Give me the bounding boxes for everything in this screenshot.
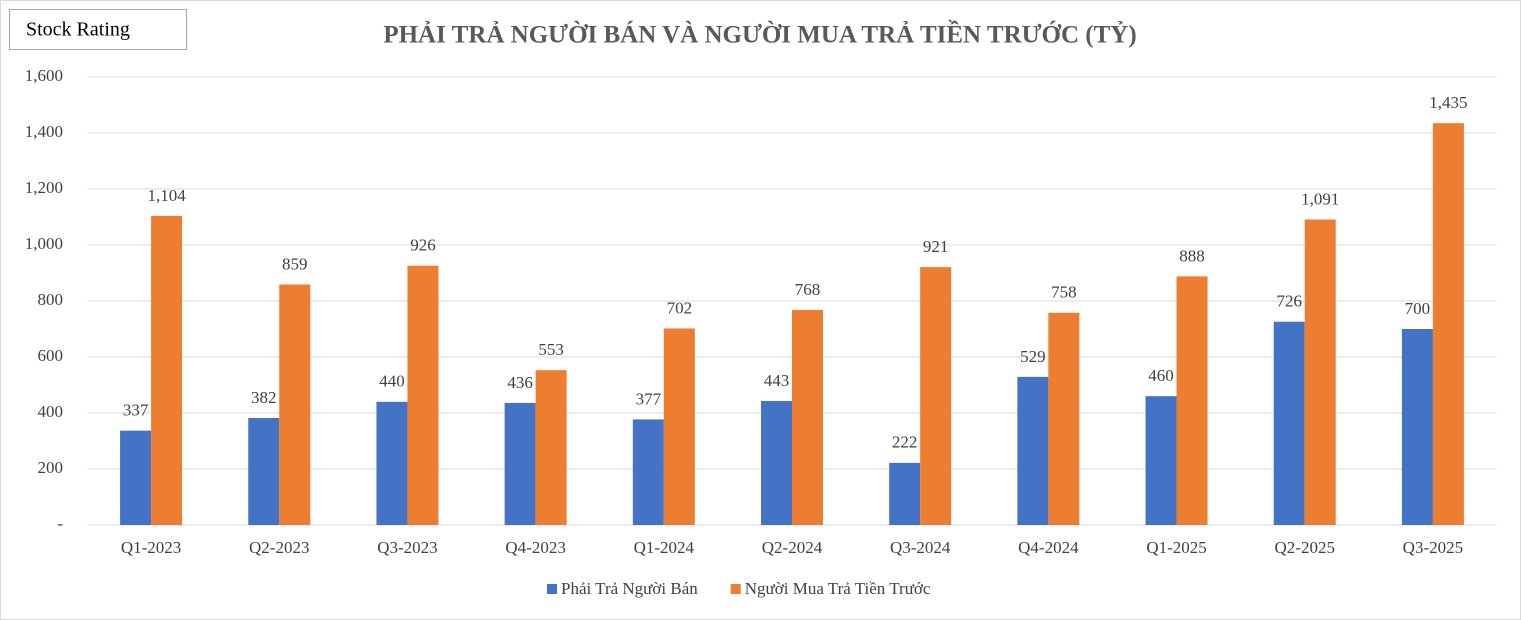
x-tick-label: Q2-2023 [249,538,309,557]
legend-label: Phải Trả Người Bán [561,579,698,598]
value-label: 768 [795,280,821,299]
legend-swatch [730,584,741,594]
label-box [9,9,187,50]
value-label: 1,091 [1301,189,1339,208]
bar [407,265,439,525]
bar [1432,123,1464,525]
value-label: 337 [123,401,149,420]
bar [889,462,921,525]
label-box-text: Stock Rating [26,19,130,41]
y-tick-label: 600 [38,346,64,365]
value-label: 758 [1051,283,1077,302]
value-label: 859 [282,254,308,273]
bar [1401,329,1433,525]
x-tick-label: Q4-2023 [505,538,565,557]
value-label: 726 [1276,292,1302,311]
bar [151,215,183,525]
value-label: 222 [892,433,918,452]
value-label: 440 [379,372,405,391]
value-label: 377 [636,389,662,408]
bar [1048,312,1080,525]
bar [632,419,664,525]
value-label: 382 [251,388,277,407]
bar [535,370,567,525]
bar [504,402,536,525]
y-tick-label: 200 [38,458,64,477]
value-label: 888 [1179,246,1205,265]
bar [1273,321,1305,525]
x-tick-label: Q4-2024 [1018,538,1079,557]
bar [248,418,280,525]
bar [1145,396,1177,525]
x-tick-label: Q1-2023 [121,538,181,557]
bar [920,267,952,525]
x-tick-label: Q2-2024 [762,538,823,557]
chart-title: PHẢI TRẢ NGƯỜI BÁN VÀ NGƯỜI MUA TRẢ TIỀN… [383,20,1136,49]
value-label: 702 [667,298,693,317]
bar [761,400,792,525]
x-tick-label: Q1-2024 [634,538,695,557]
value-label: 443 [764,371,790,390]
x-tick-label: Q2-2025 [1275,538,1335,557]
legend-label: Người Mua Trả Tiền Trước [745,579,931,598]
value-label: 436 [507,373,533,392]
y-tick-label: - [57,514,63,533]
value-label: 926 [410,236,436,255]
y-tick-label: 1,600 [25,66,63,85]
y-tick-label: 1,400 [25,122,63,141]
bar [376,401,408,525]
y-tick-label: 400 [38,402,64,421]
x-tick-label: Q1-2025 [1146,538,1206,557]
bar [1304,219,1336,525]
bar [279,284,311,525]
bar [1017,376,1049,525]
value-label: 1,435 [1429,93,1467,112]
x-tick-label: Q3-2025 [1403,538,1463,557]
value-label: 1,104 [147,186,186,205]
legend-swatch [547,584,557,594]
value-label: 460 [1148,366,1174,385]
value-label: 921 [923,237,949,256]
x-tick-label: Q3-2024 [890,538,951,557]
y-tick-label: 1,000 [25,234,63,253]
bar [120,430,152,525]
bar [1176,276,1208,525]
bar [663,328,695,525]
y-tick-label: 800 [38,290,64,309]
value-label: 529 [1020,347,1046,366]
x-tick-label: Q3-2023 [377,538,437,557]
value-label: 553 [538,340,564,359]
value-label: 700 [1405,299,1431,318]
y-tick-label: 1,200 [25,178,63,197]
bar [792,309,823,525]
